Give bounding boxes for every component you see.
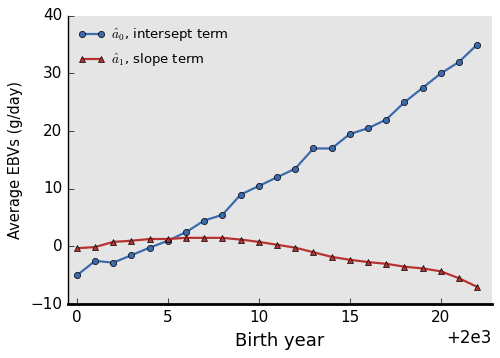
$\hat{a}_0$, intersept term (292, 166, 298, 171)
$\hat{a}_1$, slope term (438, 269, 444, 274)
$\hat{a}_1$, slope term (365, 260, 371, 264)
$\hat{a}_1$, slope term (128, 238, 134, 243)
$\hat{a}_0$, intersept term (92, 259, 98, 263)
$\hat{a}_0$, intersept term (238, 193, 244, 197)
$\hat{a}_1$, slope term (146, 237, 152, 241)
$\hat{a}_0$, intersept term (183, 230, 189, 234)
$\hat{a}_1$, slope term (74, 246, 80, 250)
$\hat{a}_0$, intersept term (474, 43, 480, 47)
$\hat{a}_1$, slope term (310, 250, 316, 255)
$\hat{a}_1$, slope term (383, 262, 389, 266)
$\hat{a}_0$, intersept term (365, 126, 371, 130)
$\hat{a}_0$, intersept term (328, 146, 334, 151)
$\hat{a}_1$, slope term (328, 255, 334, 259)
$\hat{a}_0$, intersept term (128, 253, 134, 257)
$\hat{a}_1$, slope term (274, 243, 280, 247)
$\hat{a}_0$, intersept term (347, 132, 353, 136)
$\hat{a}_0$, intersept term (110, 261, 116, 265)
$\hat{a}_1$, slope term (202, 236, 207, 240)
$\hat{a}_0$, intersept term (402, 100, 407, 105)
$\hat{a}_0$, intersept term (256, 184, 262, 188)
$\hat{a}_0$, intersept term (420, 86, 426, 90)
$\hat{a}_1$, slope term (110, 240, 116, 244)
$\hat{a}_1$, slope term (420, 266, 426, 271)
$\hat{a}_1$, slope term (347, 258, 353, 262)
$\hat{a}_0$, intersept term (146, 246, 152, 250)
$\hat{a}_0$, intersept term (310, 146, 316, 151)
$\hat{a}_0$, intersept term (438, 71, 444, 76)
$\hat{a}_1$, slope term (402, 265, 407, 269)
$\hat{a}_1$, slope term (256, 240, 262, 244)
$\hat{a}_1$, slope term (92, 245, 98, 249)
$\hat{a}_1$, slope term (456, 276, 462, 280)
$\hat{a}_1$, slope term (220, 236, 226, 240)
X-axis label: Birth year: Birth year (235, 332, 324, 350)
Line: $\hat{a}_1$, slope term: $\hat{a}_1$, slope term (74, 234, 480, 290)
Line: $\hat{a}_0$, intersept term: $\hat{a}_0$, intersept term (74, 42, 480, 279)
$\hat{a}_1$, slope term (474, 285, 480, 289)
$\hat{a}_0$, intersept term (220, 213, 226, 217)
$\hat{a}_1$, slope term (165, 237, 171, 241)
Y-axis label: Average EBVs (g/day): Average EBVs (g/day) (8, 81, 24, 239)
$\hat{a}_0$, intersept term (383, 117, 389, 122)
$\hat{a}_1$, slope term (292, 246, 298, 250)
$\hat{a}_0$, intersept term (165, 238, 171, 243)
$\hat{a}_1$, slope term (183, 236, 189, 240)
Legend: $\hat{a}_0$, intersept term, $\hat{a}_1$, slope term: $\hat{a}_0$, intersept term, $\hat{a}_1$… (74, 23, 233, 72)
$\hat{a}_0$, intersept term (456, 60, 462, 64)
$\hat{a}_0$, intersept term (202, 218, 207, 223)
$\hat{a}_0$, intersept term (274, 175, 280, 179)
$\hat{a}_1$, slope term (238, 237, 244, 242)
$\hat{a}_0$, intersept term (74, 273, 80, 277)
